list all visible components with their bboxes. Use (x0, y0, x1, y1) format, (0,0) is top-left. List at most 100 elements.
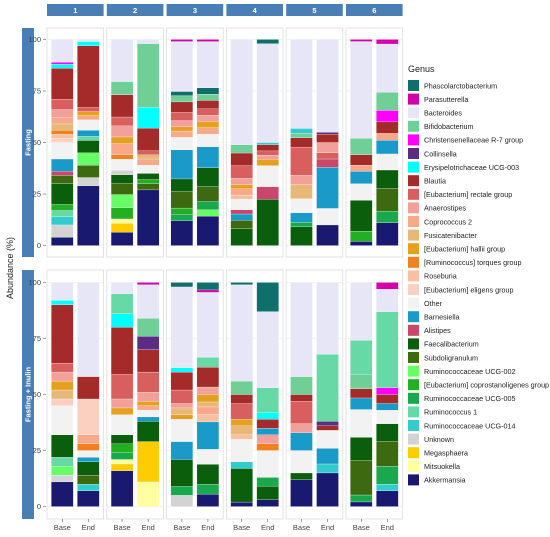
bar-segment-faecalibacterium (136, 421, 160, 442)
bar-segment-ruminococcaceae-ucg-005 (170, 486, 194, 496)
bar-segment-coprococcus-2 (170, 130, 194, 138)
bar-segment-eubacterium-hallii-group (170, 414, 194, 420)
bar-segment-bacteroides (256, 43, 279, 143)
bar-segment-parasutterella (136, 282, 160, 285)
panel-fasting-inulin-1 (46, 269, 104, 520)
bar-segment-other (290, 450, 313, 474)
facet-row-label-fasting: Fasting (24, 129, 33, 156)
bar-segment-ruminococcaceae-ucg-005 (256, 477, 279, 487)
bar-segment-other (136, 165, 160, 174)
legend-label: Fusicatenibacter (424, 231, 477, 240)
bar-segment-faecalibacterium (196, 167, 220, 187)
bar-segment-akkermansia (256, 499, 279, 507)
bar-segment-fusicatenibacter (230, 425, 253, 435)
bar-segment-akkermansia (316, 472, 339, 507)
bar-segment-barnesiella (170, 441, 194, 460)
bar-segment-eubacterium-eligens-group (51, 138, 74, 143)
legend-swatch (408, 243, 419, 255)
y-tick-label: 0 (37, 241, 41, 250)
legend-entry-eubacterium-hallii-group: [Eubacterium] hallii group (408, 243, 505, 255)
legend-entry-unknown: Unknown (408, 433, 454, 445)
bar-segment-bifidobacterium (376, 91, 399, 111)
bar-segment-faecalibacterium (196, 464, 220, 485)
legend-label: Bifidobacterium (424, 122, 474, 131)
bar-segment-coprococcus-2 (77, 115, 100, 120)
legend-swatch (408, 107, 419, 119)
x-tick-label-end: End (82, 523, 95, 532)
bar-segment-other (290, 198, 313, 213)
bar-segment-blautia (316, 134, 339, 143)
bar-segment-akkermansia (196, 215, 220, 246)
legend-swatch (408, 338, 419, 350)
bar-segment-ruminococcus-torques-group (110, 154, 134, 160)
legend-entry-ruminococcaceae-ucg-014: Ruminococcaceae UCG-014 (408, 420, 515, 431)
legend-label: [Eubacterium] hallii group (424, 245, 505, 254)
bar-segment-faecalibacterium (170, 459, 194, 487)
bar-segment-eubacterium-hallii-group (136, 401, 160, 406)
bar-segment-faecalibacterium (51, 434, 74, 458)
legend-entry-eubacterium-rectale-group: [Eubacterium] rectale group (408, 188, 512, 200)
bar-segment-bifidobacterium (290, 376, 313, 395)
legend-entry-akkermansia: Akkermansia (408, 474, 466, 486)
legend-entry-erysipelotrichaceae-ucg-003: Erysipelotrichaceae UCG-003 (408, 161, 519, 173)
x-tick-label-end: End (141, 523, 154, 532)
legend-swatch (408, 80, 419, 91)
legend-swatch (408, 256, 419, 268)
facet-strip-3 (166, 4, 224, 16)
bar-segment-akkermansia (110, 470, 134, 507)
bar-segment-eubacterium-coprostanoligenes-group (110, 207, 134, 220)
bar-segment-unknown (110, 170, 134, 175)
bar-segment-anaerostipes (196, 386, 220, 395)
legend-label: [Ruminococcus] torques group (424, 258, 521, 267)
legend-swatch (408, 188, 419, 200)
bar-segment-anaerostipes (110, 398, 134, 409)
bar-segment-eubacterium-hallii-group (110, 407, 134, 415)
bar-segment-akkermansia (350, 241, 373, 246)
bar-segment-eubacterium-rectale-group (51, 363, 74, 373)
bar-segment-subdoligranulum (51, 175, 74, 184)
bar-segment-akkermansia (316, 224, 339, 246)
facet-row-strips: Fasting Fasting + Inulin (22, 28, 34, 519)
bar-segment-other (136, 410, 160, 418)
bar-segment-ruminococcus-1 (196, 357, 220, 368)
bar-segment-phascolarctobacterium (196, 282, 220, 291)
bar-segment-ruminococcaceae-ucg-005 (196, 201, 220, 210)
bar-segment-bacteroides (316, 282, 339, 355)
legend-entry-ruminococcus-torques-group: [Ruminococcus] torques group (408, 256, 521, 268)
bar-segment-barnesiella (316, 167, 339, 209)
bar-segment-erysipelotrichaceae-ucg-003 (77, 41, 100, 46)
bar-segment-other (170, 419, 194, 442)
bar-segment-erysipelotrichaceae-ucg-003 (256, 412, 279, 420)
legend-label: Faecalibacterium (424, 340, 479, 349)
facet-strip-1 (47, 4, 104, 16)
bar-segment-eubacterium-rectale-group (316, 152, 339, 160)
bar-segment-subdoligranulum (196, 186, 220, 202)
bar-segment-mitsuokella (136, 481, 160, 507)
bar-segment-eubacterium-hallii-group (196, 121, 220, 128)
bar-segment-akkermansia (136, 189, 160, 246)
bar-segment-barnesiella (77, 130, 100, 137)
y-tick-label: 25 (33, 190, 41, 199)
bar-segment-christensenellaceae-r-7-group (51, 61, 74, 65)
bar-segment-other (51, 405, 74, 435)
bar-segment-ruminococcus-1 (316, 354, 339, 422)
panel-fasting-6 (345, 27, 403, 258)
bar-segment-fusicatenibacter (51, 389, 74, 400)
bar-segment-parasutterella (350, 39, 373, 42)
bar-segment-ruminococcaceae-ucg-002 (51, 466, 74, 476)
bar-segment-bacteroides (376, 43, 399, 93)
bar-segment-blautia (196, 100, 220, 109)
legend-label: Ruminococcaceae UCG-002 (424, 367, 515, 376)
bar-segment-ruminococcaceae-ucg-002 (196, 209, 220, 217)
legend-label: Other (424, 299, 443, 308)
bar-segment-other (350, 183, 373, 201)
bar-segment-coprococcus-2 (110, 143, 134, 155)
bar-segment-eubacterium-rectale-group (136, 371, 160, 393)
legend-entry-blautia: Blautia (408, 175, 446, 187)
bar-segment-barnesiella (256, 427, 279, 435)
bar-segment-subdoligranulum (136, 183, 160, 191)
bar-segment-alistipes (230, 209, 253, 215)
x-tick-label-base: Base (54, 523, 71, 532)
legend-entry-christensenellaceae-r-7-group: Christensenellaceae R-7 group (408, 134, 523, 146)
legend-entry-mitsuokella: Mitsuokella (408, 460, 460, 472)
